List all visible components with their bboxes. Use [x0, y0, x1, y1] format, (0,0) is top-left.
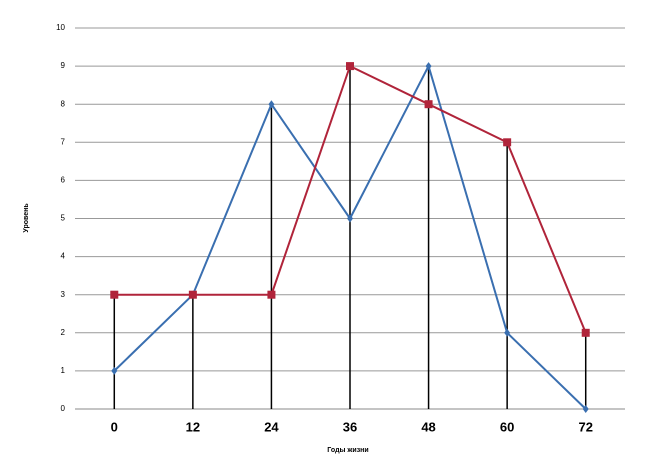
point [111, 366, 118, 375]
point [110, 290, 119, 299]
point [504, 328, 511, 337]
y-tick-label: 0 [61, 404, 66, 413]
point [582, 405, 589, 413]
x-tick-label: 48 [421, 419, 435, 434]
point [268, 100, 275, 109]
y-tick-label: 9 [61, 61, 66, 70]
point [347, 214, 353, 223]
y-tick-label: 5 [61, 214, 66, 223]
x-tick-label: 0 [111, 419, 118, 434]
x-axis-label: Годы жизни [327, 447, 368, 454]
x-tick-label: 12 [186, 419, 200, 434]
y-tick-label: 8 [61, 99, 66, 108]
y-axis-label: Уровень [23, 203, 30, 233]
x-tick-label: 72 [578, 419, 592, 434]
point [346, 62, 354, 71]
point [503, 138, 512, 147]
y-tick-label: 7 [61, 137, 66, 146]
y-tick-label: 2 [61, 328, 66, 337]
y-tick-label: 3 [61, 290, 66, 299]
point [267, 290, 276, 299]
y-tick-label: 10 [56, 23, 65, 32]
point [188, 290, 197, 299]
y-tick-label: 6 [61, 176, 66, 185]
x-tick-label: 24 [264, 419, 279, 434]
x-tick-label: 60 [500, 419, 514, 434]
x-tick-label: 36 [343, 419, 357, 434]
point [424, 100, 433, 109]
point [581, 328, 590, 337]
point [425, 62, 432, 71]
y-tick-label: 1 [61, 366, 66, 375]
y-tick-label: 4 [61, 252, 66, 261]
